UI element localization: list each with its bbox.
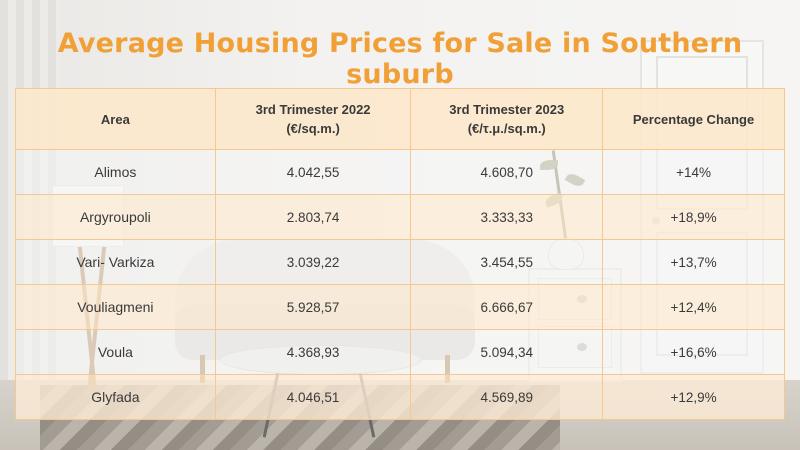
header-change-label: Percentage Change (632, 111, 755, 127)
table-row: Glyfada 4.046,51 4.569,89 +12,9% (15, 374, 785, 420)
housing-prices-table: Area 3rd Trimester 2022 (€/sq.m.) 3rd Tr… (15, 88, 785, 420)
cell-2023: 5.094,34 (410, 329, 604, 375)
header-area: Area (15, 88, 216, 150)
cell-2023: 3.454,55 (410, 239, 604, 285)
cell-change: +12,9% (602, 374, 785, 420)
header-2022-line1: 3rd Trimester 2022 (255, 102, 371, 117)
table-row: Vari- Varkiza 3.039,22 3.454,55 +13,7% (15, 239, 785, 285)
cell-2022: 5.928,57 (214, 284, 412, 330)
cell-change: +13,7% (602, 239, 785, 285)
cell-2023: 6.666,67 (410, 284, 604, 330)
cell-area: Vouliagmeni (15, 284, 216, 330)
cell-area: Voula (15, 329, 216, 375)
header-2023-line1: 3rd Trimester 2023 (449, 102, 565, 117)
header-2023-line2: (€/τ.μ./sq.m.) (467, 121, 546, 136)
cell-2023: 3.333,33 (410, 194, 604, 240)
cell-change: +14% (602, 149, 785, 195)
header-2022: 3rd Trimester 2022 (€/sq.m.) (214, 88, 412, 150)
cell-2023: 4.608,70 (410, 149, 604, 195)
table-row: Vouliagmeni 5.928,57 6.666,67 +12,4% (15, 284, 785, 330)
cell-2022: 2.803,74 (214, 194, 412, 240)
cell-2022: 4.046,51 (214, 374, 412, 420)
header-change: Percentage Change (602, 88, 785, 150)
header-area-label: Area (100, 111, 130, 127)
table-row: Voula 4.368,93 5.094,34 +16,6% (15, 329, 785, 375)
cell-change: +16,6% (602, 329, 785, 375)
cell-2023: 4.569,89 (410, 374, 604, 420)
cell-area: Argyroupoli (15, 194, 216, 240)
cell-area: Glyfada (15, 374, 216, 420)
table-row: Alimos 4.042,55 4.608,70 +14% (15, 149, 785, 195)
header-2022-line2: (€/sq.m.) (286, 121, 340, 136)
cell-2022: 3.039,22 (214, 239, 412, 285)
page-title: Average Housing Prices for Sale in South… (57, 28, 743, 90)
cell-area: Alimos (15, 149, 216, 195)
cell-change: +18,9% (602, 194, 785, 240)
cell-2022: 4.368,93 (214, 329, 412, 375)
cell-change: +12,4% (602, 284, 785, 330)
table-row: Argyroupoli 2.803,74 3.333,33 +18,9% (15, 194, 785, 240)
table-header-row: Area 3rd Trimester 2022 (€/sq.m.) 3rd Tr… (15, 88, 785, 150)
header-2023: 3rd Trimester 2023 (€/τ.μ./sq.m.) (410, 88, 604, 150)
cell-2022: 4.042,55 (214, 149, 412, 195)
cell-area: Vari- Varkiza (15, 239, 216, 285)
